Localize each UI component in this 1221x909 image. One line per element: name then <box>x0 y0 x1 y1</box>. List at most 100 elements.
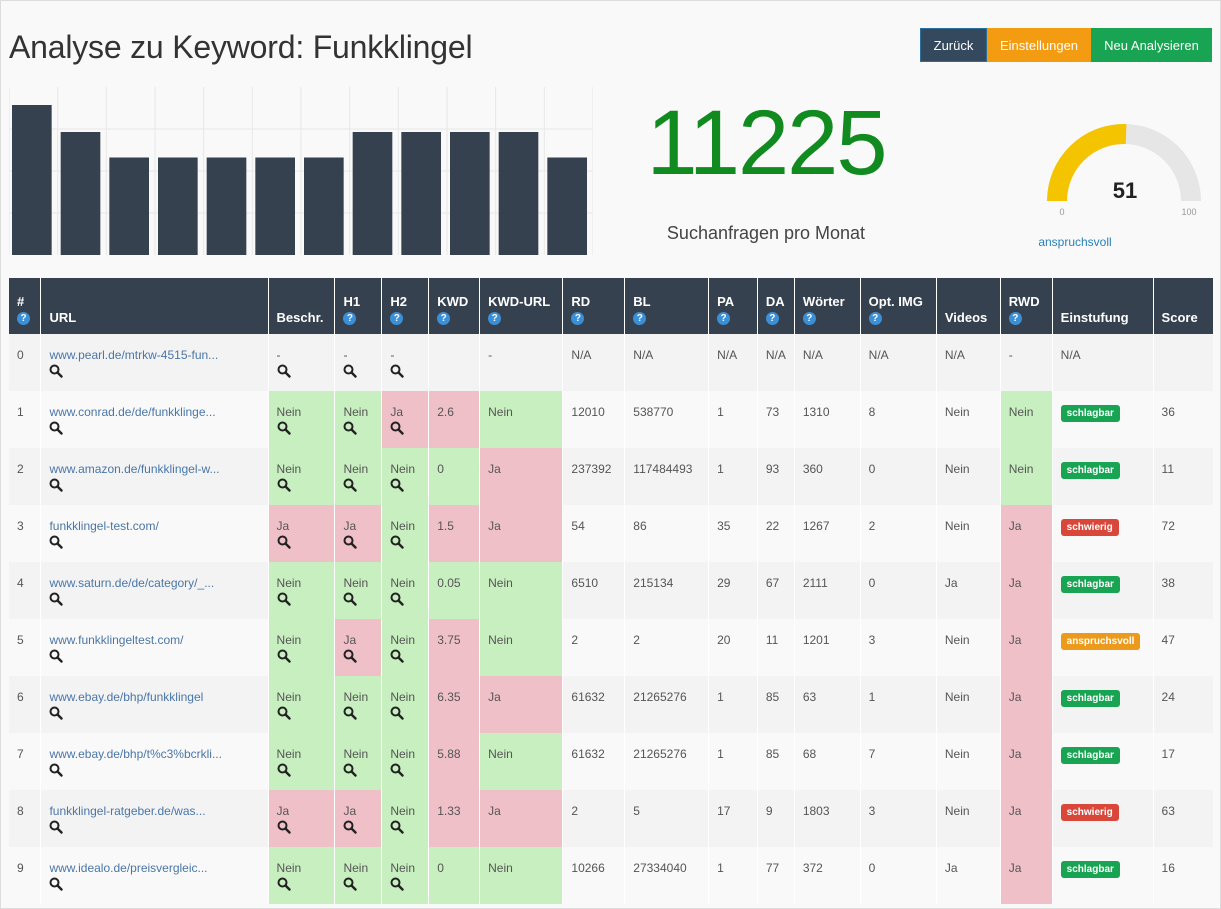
help-icon[interactable]: ? <box>17 312 30 325</box>
magnifier-icon[interactable] <box>49 421 64 435</box>
magnifier-icon[interactable] <box>49 877 64 891</box>
col-header-words: Wörter? <box>793 278 861 334</box>
help-icon[interactable]: ? <box>1008 312 1022 325</box>
cell-opt-img: 3 <box>859 619 937 676</box>
cell-h2: - <box>381 334 429 391</box>
result-url-link[interactable]: www.amazon.de/funkklingel-w... <box>49 462 220 476</box>
cell-da: 11 <box>756 619 795 676</box>
magnifier-icon[interactable] <box>343 763 358 777</box>
magnifier-icon[interactable] <box>390 592 405 606</box>
help-icon[interactable]: ? <box>437 312 451 325</box>
help-icon[interactable]: ? <box>765 312 779 325</box>
magnifier-icon[interactable] <box>49 364 64 378</box>
gauge-fill <box>1047 124 1127 201</box>
cell-pa: 20 <box>708 619 758 676</box>
cell-url: www.conrad.de/de/funkklinge... <box>40 391 269 448</box>
magnifier-icon[interactable] <box>390 763 405 777</box>
magnifier-icon[interactable] <box>390 649 405 663</box>
reanalyze-button[interactable]: Neu Analysieren <box>1091 28 1212 62</box>
cell-desc: Ja <box>267 505 335 562</box>
cell-words: N/A <box>793 334 861 391</box>
magnifier-icon[interactable] <box>390 706 405 720</box>
result-url-link[interactable]: www.ebay.de/bhp/funkklingel <box>49 690 204 704</box>
magnifier-icon[interactable] <box>343 421 358 435</box>
magnifier-icon[interactable] <box>390 820 405 834</box>
magnifier-icon[interactable] <box>277 592 291 606</box>
magnifier-icon[interactable] <box>277 535 291 549</box>
cell-kwd-url: Ja <box>479 448 563 505</box>
magnifier-icon[interactable] <box>390 877 405 891</box>
magnifier-icon[interactable] <box>277 763 291 777</box>
cell-videos: Ja <box>935 847 1001 904</box>
magnifier-icon[interactable] <box>343 877 358 891</box>
magnifier-icon[interactable] <box>49 820 64 834</box>
magnifier-icon[interactable] <box>277 649 291 663</box>
cell-url: www.ebay.de/bhp/t%c3%bcrkli... <box>40 733 269 790</box>
result-url-link[interactable]: www.pearl.de/mtrkw-4515-fun... <box>49 348 219 362</box>
back-button[interactable]: Zurück <box>920 28 987 62</box>
cell-words: 1267 <box>793 505 861 562</box>
magnifier-icon[interactable] <box>390 421 405 435</box>
magnifier-icon[interactable] <box>277 706 291 720</box>
magnifier-icon[interactable] <box>343 478 358 492</box>
cell-h2: Nein <box>381 847 429 904</box>
cell-rating: N/A <box>1051 334 1154 391</box>
cell-da: 9 <box>756 790 795 847</box>
magnifier-icon[interactable] <box>49 478 64 492</box>
magnifier-icon[interactable] <box>343 592 358 606</box>
cell-h1: Nein <box>334 733 382 790</box>
cell-desc: Nein <box>267 391 335 448</box>
magnifier-icon[interactable] <box>343 535 358 549</box>
help-icon[interactable]: ? <box>633 312 647 325</box>
help-icon[interactable]: ? <box>390 312 404 325</box>
cell-pa: 35 <box>708 505 758 562</box>
magnifier-icon[interactable] <box>277 421 291 435</box>
table-row: 4 www.saturn.de/de/category/_... Nein Nein N… <box>9 562 1213 619</box>
magnifier-icon[interactable] <box>49 763 64 777</box>
help-icon[interactable]: ? <box>868 312 882 325</box>
gauge-min-label: 0 <box>1059 207 1064 217</box>
col-header-rank: #? <box>9 278 41 334</box>
cell-opt-img: 3 <box>859 790 937 847</box>
result-url-link[interactable]: www.conrad.de/de/funkklinge... <box>49 405 216 419</box>
magnifier-icon[interactable] <box>49 592 64 606</box>
result-url-link[interactable]: www.funkklingeltest.com/ <box>49 633 184 647</box>
cell-kwd-url: Nein <box>479 391 563 448</box>
magnifier-icon[interactable] <box>390 364 405 378</box>
result-url-link[interactable]: www.idealo.de/preisvergleic... <box>49 861 208 875</box>
magnifier-icon[interactable] <box>49 706 64 720</box>
cell-rating: anspruchsvoll <box>1051 619 1154 676</box>
cell-h1: Nein <box>334 448 382 505</box>
cell-videos: N/A <box>935 334 1001 391</box>
result-url-link[interactable]: funkklingel-ratgeber.de/was... <box>49 804 206 818</box>
help-icon[interactable]: ? <box>802 312 816 325</box>
result-url-link[interactable]: www.ebay.de/bhp/t%c3%bcrkli... <box>49 747 222 761</box>
magnifier-icon[interactable] <box>277 877 291 891</box>
help-icon[interactable]: ? <box>343 312 357 325</box>
settings-button[interactable]: Einstellungen <box>987 28 1091 62</box>
magnifier-icon[interactable] <box>49 535 64 549</box>
magnifier-icon[interactable] <box>343 649 358 663</box>
cell-h2: Nein <box>381 676 429 733</box>
cell-rating: schlagbar <box>1051 391 1154 448</box>
help-icon[interactable]: ? <box>488 312 502 325</box>
rating-text: N/A <box>1060 348 1081 362</box>
cell-rank: 1 <box>9 391 41 448</box>
magnifier-icon[interactable] <box>277 820 291 834</box>
magnifier-icon[interactable] <box>343 364 358 378</box>
magnifier-icon[interactable] <box>343 820 358 834</box>
cell-opt-img: 0 <box>859 847 937 904</box>
magnifier-icon[interactable] <box>49 649 64 663</box>
result-url-link[interactable]: funkklingel-test.com/ <box>49 519 159 533</box>
cell-desc: Nein <box>267 562 335 619</box>
help-icon[interactable]: ? <box>717 312 731 325</box>
magnifier-icon[interactable] <box>343 706 358 720</box>
magnifier-icon[interactable] <box>390 535 405 549</box>
magnifier-icon[interactable] <box>277 478 291 492</box>
magnifier-icon[interactable] <box>277 364 291 378</box>
result-url-link[interactable]: www.saturn.de/de/category/_... <box>49 576 215 590</box>
cell-kwd <box>428 334 480 391</box>
magnifier-icon[interactable] <box>390 478 405 492</box>
cell-rd: 237392 <box>562 448 625 505</box>
help-icon[interactable]: ? <box>571 312 585 325</box>
